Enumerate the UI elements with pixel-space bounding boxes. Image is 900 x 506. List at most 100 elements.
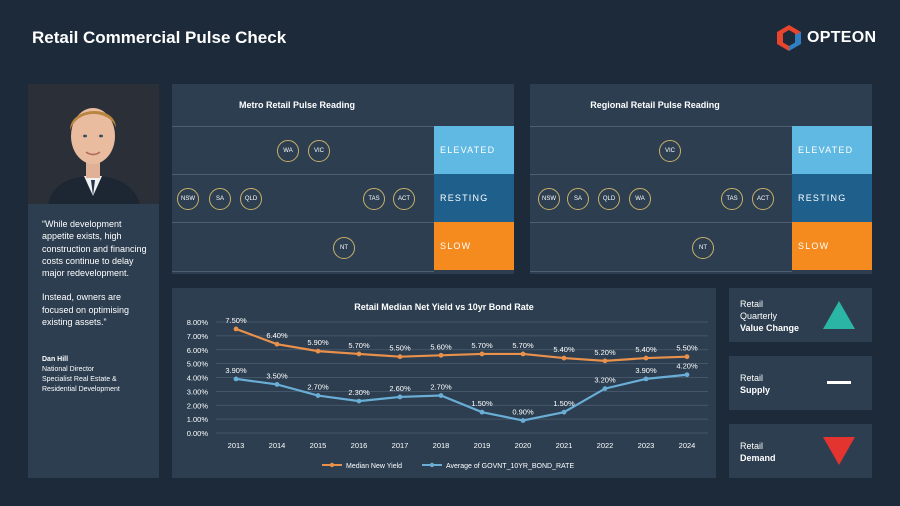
data-label: 3.90% — [225, 366, 247, 375]
demand-label: Retail Demand — [740, 440, 776, 464]
state-circle-act: ACT — [752, 188, 774, 210]
data-label: 7.50% — [225, 316, 247, 325]
up-triangle-icon — [823, 301, 855, 329]
author-name: Dan Hill — [42, 356, 69, 363]
supply-line1: Retail — [740, 373, 764, 383]
state-circle-nt: NT — [692, 237, 714, 259]
row-divider — [530, 126, 792, 127]
y-tick-label: 0.00% — [187, 429, 209, 438]
data-label: 2.70% — [307, 383, 329, 392]
data-point — [233, 326, 239, 332]
y-tick-label: 5.00% — [187, 360, 209, 369]
state-circle-tas: TAS — [721, 188, 743, 210]
state-circle-nt: NT — [333, 237, 355, 259]
data-point — [397, 394, 403, 400]
data-point — [602, 358, 608, 364]
level-slow: SLOW — [434, 222, 514, 270]
legend-marker — [329, 462, 335, 468]
quote-text: “While development appetite exists, high… — [42, 218, 152, 340]
yield-chart: Retail Median Net Yield vs 10yr Bond Rat… — [187, 302, 708, 470]
data-label: 1.50% — [553, 399, 575, 408]
y-tick-label: 2.00% — [187, 401, 209, 410]
x-tick-label: 2023 — [638, 441, 655, 450]
data-label: 3.50% — [266, 371, 288, 380]
level-elevated: ELEVATED — [434, 126, 514, 174]
value-change-bold: Value Change — [740, 323, 800, 333]
data-point — [315, 393, 321, 398]
x-tick-label: 2021 — [556, 441, 573, 450]
data-point — [479, 351, 485, 357]
state-circle-sa: SA — [209, 188, 231, 210]
data-point — [274, 382, 280, 387]
portrait-photo — [28, 84, 159, 204]
data-label: 3.90% — [635, 366, 657, 375]
series-line-1 — [235, 373, 688, 422]
value-change-line2: Quarterly — [740, 311, 778, 321]
data-label: 5.40% — [553, 345, 575, 354]
data-point — [520, 418, 526, 423]
level-resting: RESTING — [434, 174, 514, 222]
data-point — [397, 354, 403, 360]
y-tick-label: 4.00% — [187, 374, 209, 383]
yield-chart-panel: Retail Median Net Yield vs 10yr Bond Rat… — [172, 288, 716, 478]
value-change-card: Retail Quarterly Value Change — [729, 288, 872, 342]
data-label: 3.20% — [594, 376, 616, 385]
supply-label: Retail Supply — [740, 372, 770, 396]
quote-paragraph-2: Instead, owners are focused on optimisin… — [42, 292, 130, 328]
state-circle-nsw: NSW — [538, 188, 560, 210]
data-label: 4.20% — [676, 362, 698, 371]
y-tick-label: 1.00% — [187, 415, 209, 424]
data-label: 5.40% — [635, 345, 657, 354]
data-label: 2.70% — [430, 383, 452, 392]
data-label: 5.50% — [389, 344, 411, 353]
legend-marker — [429, 462, 435, 468]
metro-pulse-panel: Metro Retail Pulse Reading ELEVATED REST… — [172, 84, 514, 274]
data-point — [438, 393, 444, 398]
state-circle-vic: VIC — [308, 140, 330, 162]
data-label: 2.30% — [348, 388, 370, 397]
state-circle-qld: QLD — [240, 188, 262, 210]
x-tick-label: 2014 — [269, 441, 286, 450]
legend-label: Median New Yield — [346, 463, 402, 470]
demand-line1: Retail — [740, 441, 764, 451]
data-label: 1.50% — [471, 399, 493, 408]
author-block: Dan Hill National Director Specialist Re… — [42, 355, 120, 395]
data-label: 5.70% — [348, 341, 370, 350]
level-elevated: ELEVATED — [792, 126, 872, 174]
data-point — [602, 386, 608, 391]
level-resting: RESTING — [792, 174, 872, 222]
data-label: 5.20% — [594, 348, 616, 357]
author-role-2: Specialist Real Estate & — [42, 376, 117, 383]
x-tick-label: 2017 — [392, 441, 409, 450]
data-label: 5.70% — [471, 341, 493, 350]
chart-title: Retail Median Net Yield vs 10yr Bond Rat… — [354, 302, 534, 312]
data-label: 2.60% — [389, 384, 411, 393]
x-tick-label: 2024 — [679, 441, 696, 450]
data-point — [561, 409, 567, 415]
data-label: 5.70% — [512, 341, 534, 350]
data-label: 5.90% — [307, 338, 329, 347]
x-tick-label: 2019 — [474, 441, 491, 450]
data-point — [561, 355, 567, 361]
data-point — [684, 354, 690, 360]
demand-card: Retail Demand — [729, 424, 872, 478]
supply-bold: Supply — [740, 385, 771, 395]
data-point — [684, 372, 690, 378]
data-point — [643, 376, 649, 382]
x-tick-label: 2018 — [433, 441, 450, 450]
state-circle-tas: TAS — [363, 188, 385, 210]
data-point — [520, 351, 526, 357]
author-role-1: National Director — [42, 366, 95, 373]
quote-card: “While development appetite exists, high… — [28, 84, 159, 478]
data-point — [274, 341, 280, 347]
x-tick-label: 2016 — [351, 441, 368, 450]
y-tick-label: 3.00% — [187, 387, 209, 396]
state-circle-wa: WA — [277, 140, 299, 162]
demand-bold: Demand — [740, 453, 776, 463]
y-tick-label: 8.00% — [187, 318, 209, 327]
dash-icon — [827, 381, 851, 384]
state-circle-wa: WA — [629, 188, 651, 210]
data-point — [315, 348, 321, 354]
quote-paragraph-1: “While development appetite exists, high… — [42, 219, 147, 279]
level-slow: SLOW — [792, 222, 872, 270]
